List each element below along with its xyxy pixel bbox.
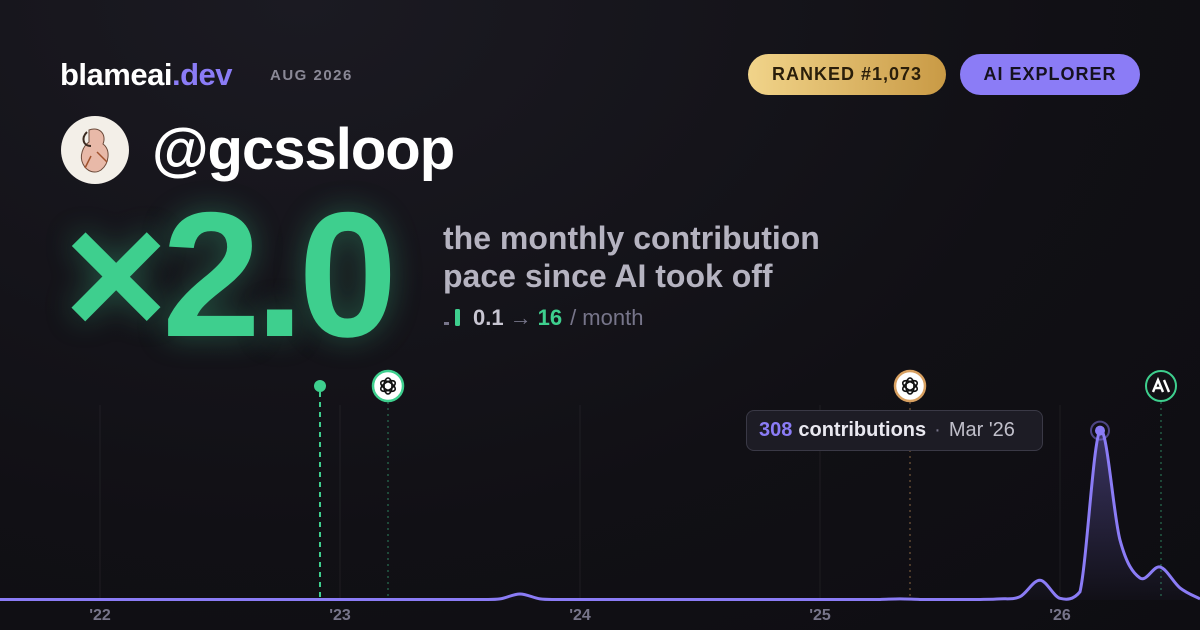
brand-suffix: .dev: [171, 57, 233, 92]
handle: @gcssloop: [152, 117, 455, 182]
x-tick-label: '22: [89, 607, 111, 624]
x-tick-label: '25: [809, 607, 831, 624]
pace-to: 16: [537, 305, 563, 330]
avatar: [61, 116, 129, 184]
pace-from: 0.1: [473, 305, 504, 330]
tooltip-value: 308: [759, 419, 793, 441]
pace: 0.1 → 16 / month: [473, 305, 643, 331]
tooltip-separator: ·: [934, 419, 941, 441]
anthropic-icon: [1145, 370, 1177, 402]
tooltip-label: contributions: [798, 419, 927, 441]
tooltip: 308 contributions · Mar '26: [746, 410, 1043, 451]
peak-dot: [1095, 425, 1105, 436]
brand-name: blameai: [60, 57, 172, 92]
line: [0, 428, 1200, 601]
area: [0, 430, 1200, 600]
tooltip-date: Mar '26: [948, 419, 1015, 441]
headline-line: pace since AI took off: [443, 258, 773, 294]
openai-icon: [893, 369, 927, 403]
x-tick-label: '23: [329, 607, 351, 624]
grid: '22 '23 '24 '25 '26: [89, 405, 1071, 624]
rank-badge: RANKED #1,073: [748, 54, 946, 95]
peak-halo: [1090, 420, 1110, 441]
headline-line: the monthly contribution: [443, 220, 820, 256]
spark-bar: [455, 309, 460, 326]
avatar-art: [80, 128, 109, 173]
ai-start-dot: [314, 380, 326, 392]
explorer-badge: AI EXPLORER: [960, 54, 1140, 95]
pace-arrow: →: [509, 305, 532, 330]
plot: [0, 420, 1200, 601]
brand: blameai.dev: [60, 57, 232, 93]
spark-bar: [444, 322, 449, 325]
multiplier: ×2.0: [64, 175, 397, 374]
openai-icon: [371, 369, 405, 403]
report-date: AUG 2026: [270, 67, 353, 84]
x-tick-label: '26: [1049, 607, 1071, 624]
x-tick-label: '24: [569, 607, 591, 624]
pace-unit: / month: [570, 305, 644, 330]
